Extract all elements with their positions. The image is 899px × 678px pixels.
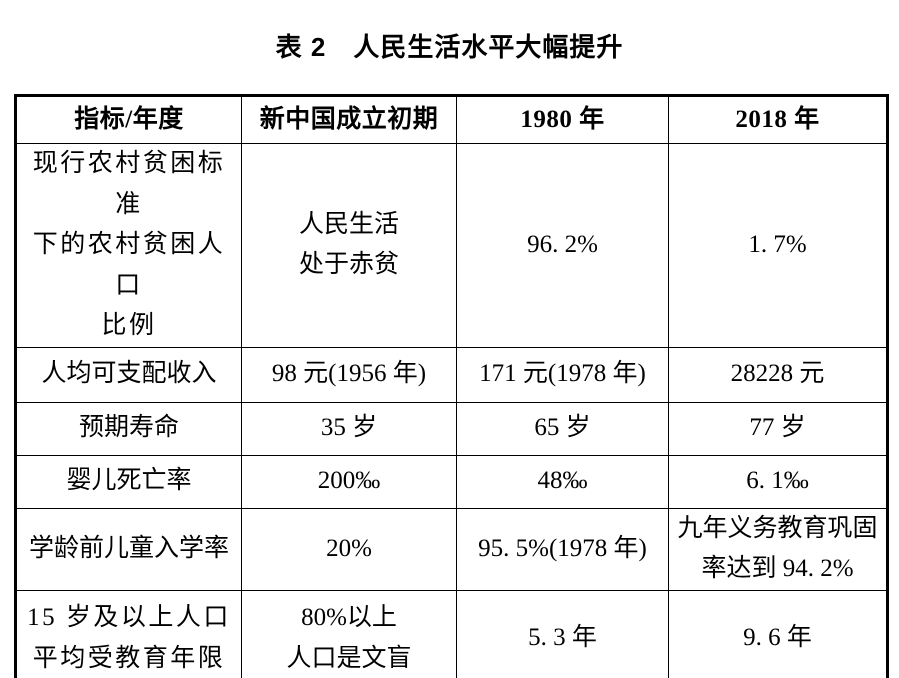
table-row-schooling-years: 15 岁及以上人口 平均受教育年限 80%以上 人口是文盲 5. 3 年 9. … [15, 589, 888, 678]
header-early-prc: 新中国成立初期 [241, 95, 457, 144]
table-row-disposable-income: 人均可支配收入 98 元(1956 年) 171 元(1978 年) 28228… [15, 346, 888, 403]
table-row-preschool-enrollment: 学龄前儿童入学率 20% 95. 5%(1978 年) 九年义务教育巩固 率达到… [15, 507, 888, 591]
cell-value: 80%以上 人口是文盲 [241, 589, 457, 678]
cell-value: 9. 6 年 [668, 589, 888, 678]
cell-value: 6. 1‰ [668, 454, 888, 509]
row-label: 现行农村贫困标准 下的农村贫困人口 比例 [15, 143, 242, 348]
cell-value: 20% [241, 507, 457, 591]
header-1980: 1980 年 [456, 95, 669, 144]
row-label: 预期寿命 [15, 401, 242, 456]
cell-value: 96. 2% [456, 143, 669, 348]
row-label: 学龄前儿童入学率 [15, 507, 242, 591]
cell-value: 人民生活 处于赤贫 [241, 143, 457, 348]
cell-value: 35 岁 [241, 401, 457, 456]
table-row-life-expectancy: 预期寿命 35 岁 65 岁 77 岁 [15, 401, 888, 456]
cell-value: 171 元(1978 年) [456, 346, 669, 403]
row-label: 人均可支配收入 [15, 346, 242, 403]
cell-value: 48‰ [456, 454, 669, 509]
cell-value: 28228 元 [668, 346, 888, 403]
table-caption: 表 2 人民生活水平大幅提升 [0, 27, 899, 64]
cell-value: 95. 5%(1978 年) [456, 507, 669, 591]
table-header-row: 指标/年度 新中国成立初期 1980 年 2018 年 [15, 95, 888, 144]
header-indicator-year: 指标/年度 [15, 95, 242, 144]
table-row-rural-poverty: 现行农村贫困标准 下的农村贫困人口 比例 人民生活 处于赤贫 96. 2% 1.… [15, 143, 888, 348]
table-caption-title: 人民生活水平大幅提升 [353, 32, 624, 62]
header-2018: 2018 年 [668, 95, 888, 144]
row-label: 婴儿死亡率 [15, 454, 242, 509]
cell-value: 65 岁 [456, 401, 669, 456]
cell-value: 1. 7% [668, 143, 888, 348]
cell-value: 九年义务教育巩固 率达到 94. 2% [668, 507, 888, 591]
cell-value: 98 元(1956 年) [241, 346, 457, 403]
table-row-infant-mortality: 婴儿死亡率 200‰ 48‰ 6. 1‰ [15, 454, 888, 509]
row-label: 15 岁及以上人口 平均受教育年限 [15, 589, 242, 678]
cell-value: 5. 3 年 [456, 589, 669, 678]
cell-value: 200‰ [241, 454, 457, 509]
table-caption-number: 表 2 [275, 32, 327, 62]
living-standards-table: 指标/年度 新中国成立初期 1980 年 2018 年 现行农村贫困标准 下的农… [14, 94, 889, 678]
cell-value: 77 岁 [668, 401, 888, 456]
